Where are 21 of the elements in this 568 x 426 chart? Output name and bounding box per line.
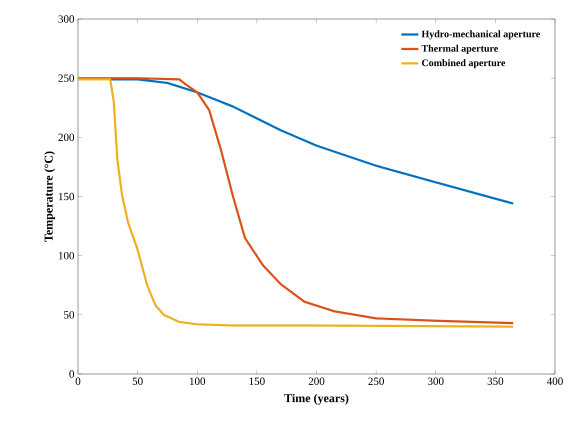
y-tick-label: 100 (58, 252, 74, 260)
x-tick-label: 50 (132, 378, 143, 385)
y-tick-label: 200 (58, 134, 74, 142)
legend-label: Thermal aperture (422, 44, 498, 54)
legend-label: Combined aperture (422, 59, 506, 68)
y-tick-label: 50 (64, 311, 74, 319)
x-tick-label: 200 (308, 378, 324, 385)
y-axis-title: Temperature (°C) (44, 151, 56, 242)
y-tick-label: 250 (58, 74, 74, 82)
x-tick-label: 0 (76, 378, 80, 385)
y-tick-label: 150 (58, 192, 74, 200)
x-tick-label: 300 (428, 378, 444, 385)
y-tick-label: 0 (69, 370, 74, 378)
x-tick-label: 150 (250, 378, 265, 385)
y-tick-label: 300 (58, 15, 74, 23)
x-axis-title: Time (years) (284, 394, 348, 405)
x-tick-label: 350 (488, 378, 504, 385)
x-tick-label: 100 (190, 378, 206, 385)
legend-label: Hydro-mechanical aperture (422, 30, 540, 40)
x-tick-label: 250 (368, 378, 384, 385)
x-tick-label: 400 (546, 378, 563, 385)
